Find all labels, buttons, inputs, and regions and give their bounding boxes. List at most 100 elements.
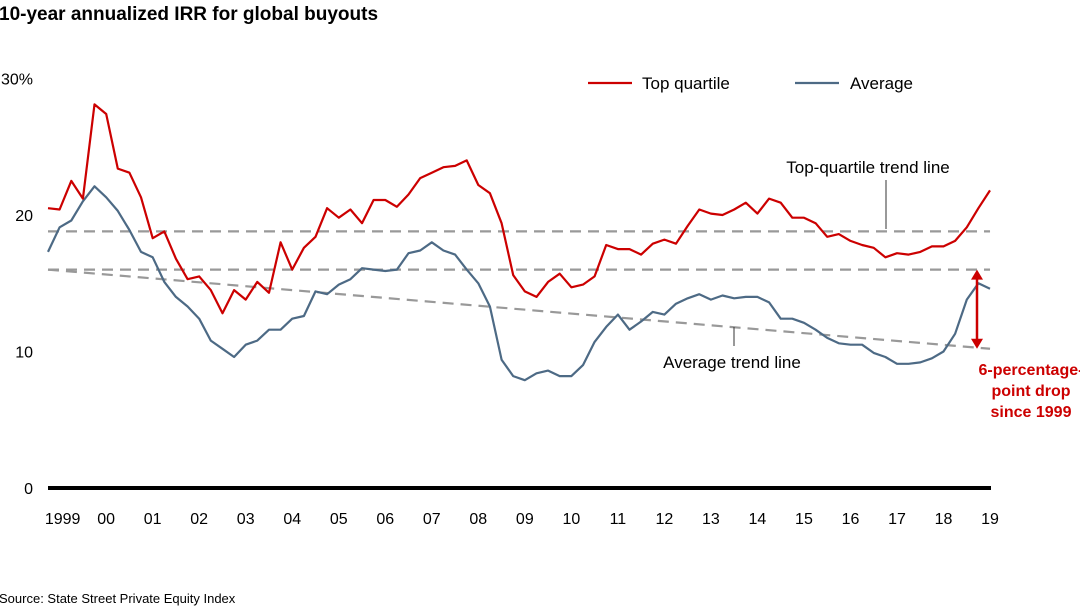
- x-tick-label: 14: [749, 511, 767, 528]
- y-axis: 0 10 20 30%: [1, 72, 33, 499]
- data-point: [803, 217, 805, 219]
- drop-annotation-line-1: 6-percentage-: [979, 362, 1080, 379]
- top-quartile-trend-label: Top-quartile trend line: [786, 158, 949, 177]
- data-point: [815, 222, 817, 224]
- data-point: [687, 297, 689, 299]
- data-point: [140, 196, 142, 198]
- x-tick-label: 04: [283, 511, 301, 528]
- data-point: [82, 200, 84, 202]
- data-point: [931, 357, 933, 359]
- data-point: [338, 284, 340, 286]
- x-tick-label: 17: [888, 511, 906, 528]
- data-point: [361, 267, 363, 269]
- data-point: [419, 177, 421, 179]
- data-point: [745, 202, 747, 204]
- data-point: [477, 184, 479, 186]
- data-point: [884, 356, 886, 358]
- data-point: [384, 199, 386, 201]
- drop-arrow-head-up: [971, 269, 983, 280]
- data-point: [512, 274, 514, 276]
- data-point: [489, 192, 491, 194]
- data-point: [163, 281, 165, 283]
- data-point: [908, 363, 910, 365]
- x-tick-label: 11: [610, 511, 627, 528]
- source-note: Source: State Street Private Equity Inde…: [0, 591, 236, 606]
- y-tick-label: 30%: [1, 72, 33, 89]
- data-point: [59, 209, 61, 211]
- data-point: [419, 249, 421, 251]
- data-point: [640, 320, 642, 322]
- x-tick-label: 01: [144, 511, 162, 528]
- x-tick-label: 15: [795, 511, 813, 528]
- data-point: [652, 311, 654, 313]
- data-point: [629, 329, 631, 331]
- x-tick-label: 12: [655, 511, 673, 528]
- data-point: [210, 289, 212, 291]
- y-tick-label: 20: [15, 208, 33, 225]
- data-point: [826, 337, 828, 339]
- data-point: [675, 303, 677, 305]
- data-point: [47, 251, 49, 253]
- data-point: [117, 168, 119, 170]
- data-point: [233, 356, 235, 358]
- data-point: [710, 213, 712, 215]
- legend: Top quartile Average: [588, 74, 913, 93]
- data-point: [943, 245, 945, 247]
- data-point: [524, 379, 526, 381]
- x-tick-label: 18: [935, 511, 953, 528]
- data-point: [268, 292, 270, 294]
- data-point: [291, 318, 293, 320]
- data-point: [780, 318, 782, 320]
- data-point: [59, 226, 61, 228]
- data-point: [198, 275, 200, 277]
- data-point: [524, 290, 526, 292]
- trend-line-2: [47, 268, 991, 350]
- data-point: [861, 344, 863, 346]
- data-point: [384, 270, 386, 272]
- data-point: [849, 240, 851, 242]
- legend-label-top-quartile: Top quartile: [642, 74, 730, 93]
- data-point: [873, 352, 875, 354]
- data-point: [163, 230, 165, 232]
- series-line: [47, 103, 991, 315]
- data-point: [710, 299, 712, 301]
- data-point: [908, 254, 910, 256]
- data-point: [187, 305, 189, 307]
- chart-title: 10-year annualized IRR for global buyout…: [0, 4, 378, 25]
- data-point: [396, 269, 398, 271]
- data-point: [594, 341, 596, 343]
- data-point: [82, 198, 84, 200]
- data-point: [838, 233, 840, 235]
- data-point: [547, 281, 549, 283]
- data-point: [442, 166, 444, 168]
- data-point: [408, 194, 410, 196]
- x-tick-label: 05: [330, 511, 348, 528]
- data-point: [152, 256, 154, 258]
- data-point: [221, 312, 223, 314]
- data-point: [768, 301, 770, 303]
- data-point: [454, 165, 456, 167]
- series-line: [47, 185, 991, 382]
- data-point: [221, 348, 223, 350]
- data-point: [314, 290, 316, 292]
- data-point: [47, 207, 49, 209]
- data-point: [303, 247, 305, 249]
- data-point: [605, 244, 607, 246]
- series-top-quartile: [47, 103, 991, 315]
- data-point: [535, 296, 537, 298]
- data-point: [617, 248, 619, 250]
- data-point: [756, 213, 758, 215]
- data-point: [128, 172, 130, 174]
- data-point: [570, 286, 572, 288]
- data-point: [256, 340, 258, 342]
- data-point: [373, 199, 375, 201]
- data-point: [70, 219, 72, 221]
- data-point: [105, 113, 107, 115]
- data-point: [280, 241, 282, 243]
- data-point: [896, 363, 898, 365]
- data-point: [756, 296, 758, 298]
- data-point: [791, 318, 793, 320]
- x-tick-label: 07: [423, 511, 441, 528]
- x-tick-label: 08: [469, 511, 487, 528]
- data-point: [94, 185, 96, 187]
